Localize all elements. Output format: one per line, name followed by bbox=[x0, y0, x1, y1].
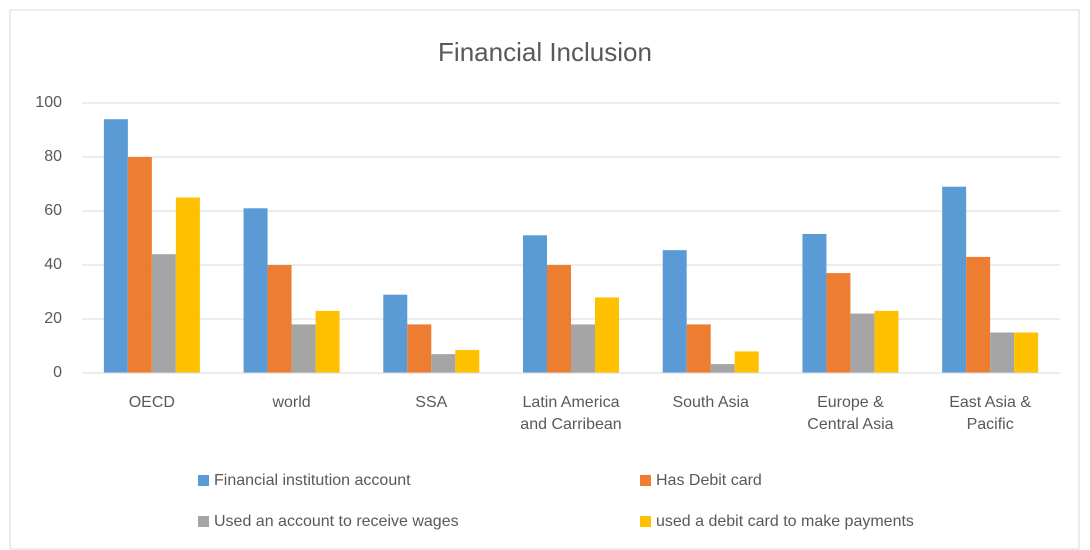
chart-title: Financial Inclusion bbox=[438, 37, 652, 67]
bar bbox=[431, 354, 456, 373]
legend-swatch bbox=[198, 475, 209, 486]
bar bbox=[243, 208, 268, 373]
legend-swatch bbox=[640, 516, 651, 527]
y-tick-label: 20 bbox=[44, 310, 62, 327]
x-tick-label: Latin America and Carribean bbox=[520, 394, 622, 433]
legend-swatch bbox=[198, 516, 209, 527]
x-tick-label: SSA bbox=[415, 394, 448, 411]
x-tick-label: South Asia bbox=[672, 394, 749, 411]
bar bbox=[826, 273, 851, 373]
legend-label: Has Debit card bbox=[656, 472, 762, 489]
x-tick-label: Europe & Central Asia bbox=[807, 394, 894, 433]
bar bbox=[127, 157, 152, 373]
bar bbox=[710, 364, 735, 373]
x-tick-label: world bbox=[272, 394, 311, 411]
bar bbox=[686, 324, 711, 373]
bar bbox=[151, 254, 176, 373]
bar bbox=[315, 310, 340, 373]
y-tick-label: 100 bbox=[35, 94, 62, 111]
bar bbox=[874, 310, 899, 373]
y-tick-label: 60 bbox=[44, 202, 62, 219]
bar bbox=[547, 265, 571, 373]
bar bbox=[291, 324, 316, 373]
y-tick-label: 40 bbox=[44, 256, 62, 273]
bar bbox=[802, 233, 827, 373]
y-tick-label: 80 bbox=[44, 148, 62, 165]
legend-label: Used an account to receive wages bbox=[214, 513, 459, 530]
x-tick-label: East Asia & Pacific bbox=[949, 394, 1032, 433]
x-tick-label: OECD bbox=[128, 394, 175, 411]
bar bbox=[942, 186, 967, 373]
bar bbox=[455, 350, 480, 373]
bar bbox=[1014, 332, 1039, 373]
bar bbox=[966, 256, 991, 373]
bar bbox=[267, 265, 292, 373]
legend-label: used a debit card to make payments bbox=[656, 513, 914, 530]
bar bbox=[175, 197, 200, 373]
bar bbox=[571, 324, 595, 373]
bar bbox=[103, 119, 128, 373]
bar bbox=[990, 332, 1015, 373]
bar bbox=[523, 235, 547, 373]
y-tick-label: 0 bbox=[53, 364, 62, 381]
bar bbox=[662, 250, 687, 373]
bar bbox=[850, 313, 875, 373]
legend-label: Financial institution account bbox=[214, 472, 411, 489]
bar bbox=[734, 351, 759, 373]
bar bbox=[383, 294, 408, 373]
bar bbox=[595, 297, 619, 373]
bar bbox=[407, 324, 432, 373]
legend-swatch bbox=[640, 475, 651, 486]
